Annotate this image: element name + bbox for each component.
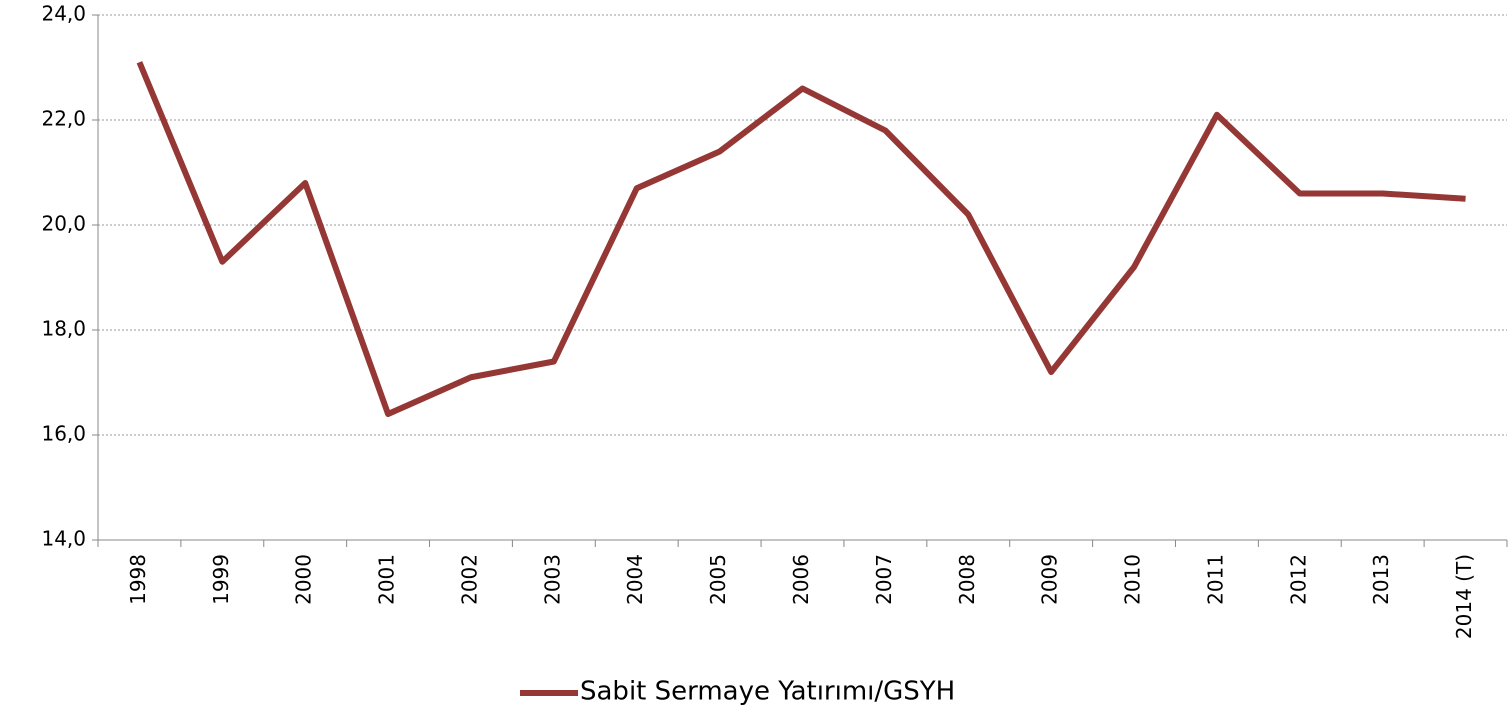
y-tick-label: 22,0 [41, 107, 86, 131]
legend-label: Sabit Sermaye Yatırımı/GSYH [580, 677, 955, 707]
x-tick-label: 1998 [126, 554, 150, 605]
x-tick-label: 2014 (T) [1452, 554, 1476, 639]
line [136, 61, 1466, 417]
x-tick-label: 2007 [872, 554, 896, 605]
x-tick-label: 2008 [955, 554, 979, 605]
x-tick-label: 2002 [457, 554, 481, 605]
x-tick-label: 2009 [1038, 554, 1062, 605]
y-tick-label: 16,0 [41, 422, 86, 446]
y-tick-label: 20,0 [41, 212, 86, 236]
x-tick-label: 2012 [1286, 554, 1310, 605]
y-tick-label: 18,0 [41, 317, 86, 341]
x-tick-label: 2013 [1369, 554, 1393, 605]
y-tick-label: 24,0 [41, 2, 86, 26]
x-tick-label: 2011 [1203, 554, 1227, 605]
x-tick-label: 2001 [375, 554, 399, 605]
y-tick-label: 14,0 [41, 527, 86, 551]
x-tick-label: 2003 [540, 554, 564, 605]
x-tick-label: 2004 [623, 554, 647, 605]
x-tick-label: 2010 [1121, 554, 1145, 605]
x-tick-label: 2006 [789, 554, 813, 605]
x-tick-label: 1999 [209, 554, 233, 605]
x-tick-label: 2000 [292, 554, 316, 605]
x-tick-label: 2005 [706, 554, 730, 605]
